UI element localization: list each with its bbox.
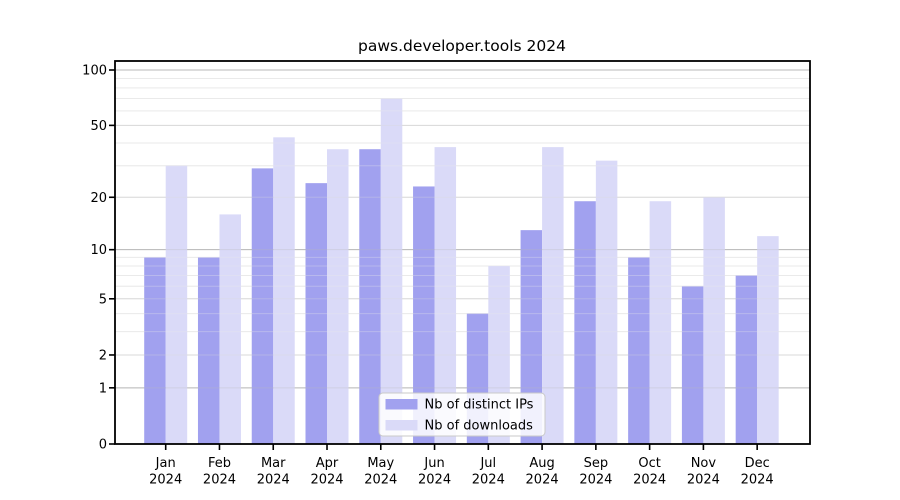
legend-item-label: Nb of distinct IPs (425, 398, 534, 413)
y-tick-label: 50 (90, 119, 107, 134)
x-tick-label: May 2024 (364, 456, 397, 488)
x-tick-label: Apr 2024 (310, 456, 343, 488)
bar-distinct-ips (359, 149, 381, 444)
legend: Nb of distinct IPs Nb of downloads (378, 392, 546, 437)
y-tick-label: 0 (99, 438, 107, 453)
bar-distinct-ips (735, 275, 758, 444)
bar-downloads (703, 197, 725, 444)
legend-swatch-downloads (385, 420, 418, 431)
x-tick-label: Jun 2024 (418, 456, 451, 488)
x-tick-label: Aug 2024 (526, 456, 559, 488)
y-axis-labels: 0 1 2 5 10 20 50 100 (82, 64, 107, 453)
bar-downloads (595, 160, 618, 444)
y-tick-label: 5 (99, 292, 107, 307)
bar-distinct-ips (681, 286, 704, 444)
bar-downloads (649, 201, 672, 444)
bar-downloads (327, 149, 349, 444)
x-tick-label: Feb 2024 (203, 456, 236, 488)
chart-title: paws.developer.tools 2024 (358, 37, 566, 55)
axis-ticks (109, 69, 758, 450)
x-tick-label: Mar 2024 (257, 456, 290, 488)
bar-downloads (380, 98, 403, 445)
legend-box (378, 392, 546, 437)
bar-distinct-ips (628, 257, 650, 444)
bar-downloads (219, 214, 241, 444)
bar-distinct-ips (251, 168, 274, 444)
bar-downloads (757, 236, 779, 444)
y-tick-label: 2 (99, 348, 107, 363)
plot-frame (114, 60, 811, 445)
x-tick-label: Oct 2024 (633, 456, 666, 488)
x-tick-label: Dec 2024 (741, 456, 774, 488)
bar-downloads (434, 147, 457, 444)
x-tick-label: Jul 2024 (472, 456, 505, 488)
bar-distinct-ips (520, 230, 543, 444)
bar-downloads (165, 165, 188, 444)
bar-distinct-ips (574, 201, 596, 444)
x-tick-label: Sep 2024 (579, 456, 612, 488)
legend-item-label: Nb of downloads (425, 419, 534, 434)
x-tick-label: Jan 2024 (149, 456, 182, 488)
y-tick-label: 1 (99, 381, 107, 396)
x-axis-labels: Jan 2024 Feb 2024 Mar 2024 Apr 2024 May 2024 Jun 20… (149, 456, 774, 488)
bar-groups (144, 98, 779, 445)
x-tick-label: Nov 2024 (687, 456, 720, 488)
legend-swatch-distinct-ips (385, 399, 418, 410)
bar-downloads (273, 137, 295, 444)
gridlines-overlay (115, 69, 810, 389)
bar-distinct-ips (144, 257, 166, 444)
bar-downloads (542, 147, 564, 444)
y-tick-label: 10 (90, 243, 107, 258)
bar-distinct-ips (413, 186, 435, 444)
bar-distinct-ips (305, 183, 328, 444)
y-tick-label: 20 (90, 191, 107, 206)
y-tick-label: 100 (82, 64, 107, 79)
bar-distinct-ips (197, 257, 220, 444)
